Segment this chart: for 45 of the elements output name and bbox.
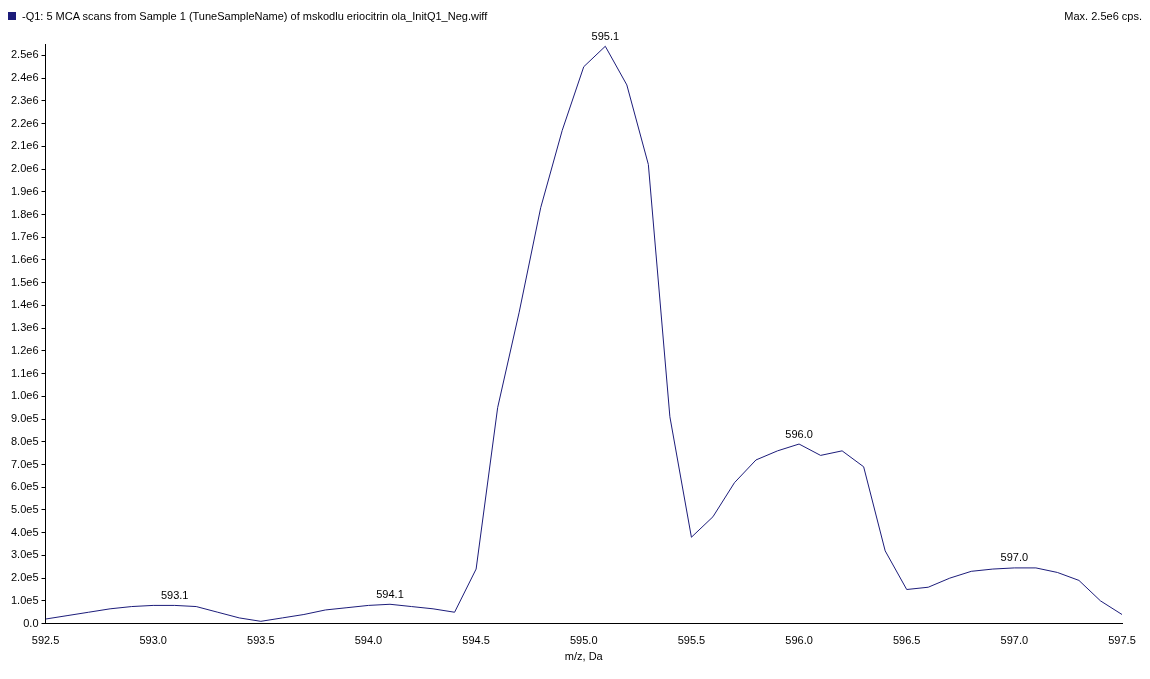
y-tick-label: 1.0e5	[11, 593, 39, 606]
x-tick-label: 595.5	[677, 634, 706, 647]
y-tick-label: 1.5e6	[11, 275, 39, 288]
y-tick-label: 1.4e6	[11, 298, 39, 311]
y-tick-label: 1.2e6	[11, 343, 39, 356]
y-tick-label: 1.7e6	[11, 230, 39, 243]
x-tick-label: 593.0	[139, 634, 167, 647]
x-tick-label: 596.0	[785, 634, 813, 647]
x-tick-label: 597.5	[1108, 634, 1136, 647]
y-tick-label: 2.0e5	[11, 571, 39, 584]
y-tick-label: 2.2e6	[11, 116, 39, 129]
x-tick-label: 594.5	[462, 634, 490, 647]
y-tick-label: 1.1e6	[11, 366, 39, 379]
y-tick-label: 1.6e6	[11, 252, 39, 265]
x-tick-label: 594.0	[354, 634, 383, 647]
x-tick-label: 593.5	[247, 634, 275, 647]
annotation: 593.1	[160, 588, 189, 601]
x-tick-label: 595.0	[570, 634, 598, 647]
y-tick-label: 2.4e6	[11, 71, 39, 84]
y-tick-label: 1.0e6	[11, 389, 39, 402]
x-axis-title: m/z, Da	[564, 650, 604, 663]
y-tick-label: 7.0e5	[11, 457, 39, 470]
y-tick-label: 1.9e6	[11, 184, 39, 197]
annotation: 597.0	[1000, 551, 1029, 564]
y-tick-label: 4.0e5	[11, 525, 39, 538]
annotation: 596.0	[785, 427, 813, 440]
x-tick-label: 596.5	[892, 634, 921, 647]
chart-title: -Q1: 5 MCA scans from Sample 1 (TuneSampleName) of mskodlu eriocitrin ola_InitQ1_Neg.wiff	[22, 10, 488, 22]
text: Max. 2.5e6 cps.	[1064, 10, 1142, 22]
y-tick-label: 1.8e6	[11, 207, 39, 220]
y-tick-label: 5.0e5	[11, 502, 39, 515]
annotation: 595.1	[591, 29, 620, 42]
y-tick-label: 9.0e5	[11, 412, 39, 425]
y-tick-label: 6.0e5	[11, 480, 39, 493]
y-tick-label: 3.0e5	[11, 548, 39, 561]
annotation: 594.1	[376, 587, 404, 600]
y-tick-label: 8.0e5	[11, 434, 39, 447]
y-tick-label: 2.3e6	[11, 93, 39, 106]
x-tick-label: 592.5	[31, 634, 60, 647]
x-tick-label: 597.0	[1000, 634, 1029, 647]
y-tick-label: 2.1e6	[11, 139, 39, 152]
y-tick-label: 2.0e6	[11, 162, 39, 175]
y-tick-label: 0.0	[23, 616, 39, 629]
y-tick-label: 1.3e6	[11, 321, 39, 334]
y-tick-label: 2.5e6	[11, 48, 39, 61]
